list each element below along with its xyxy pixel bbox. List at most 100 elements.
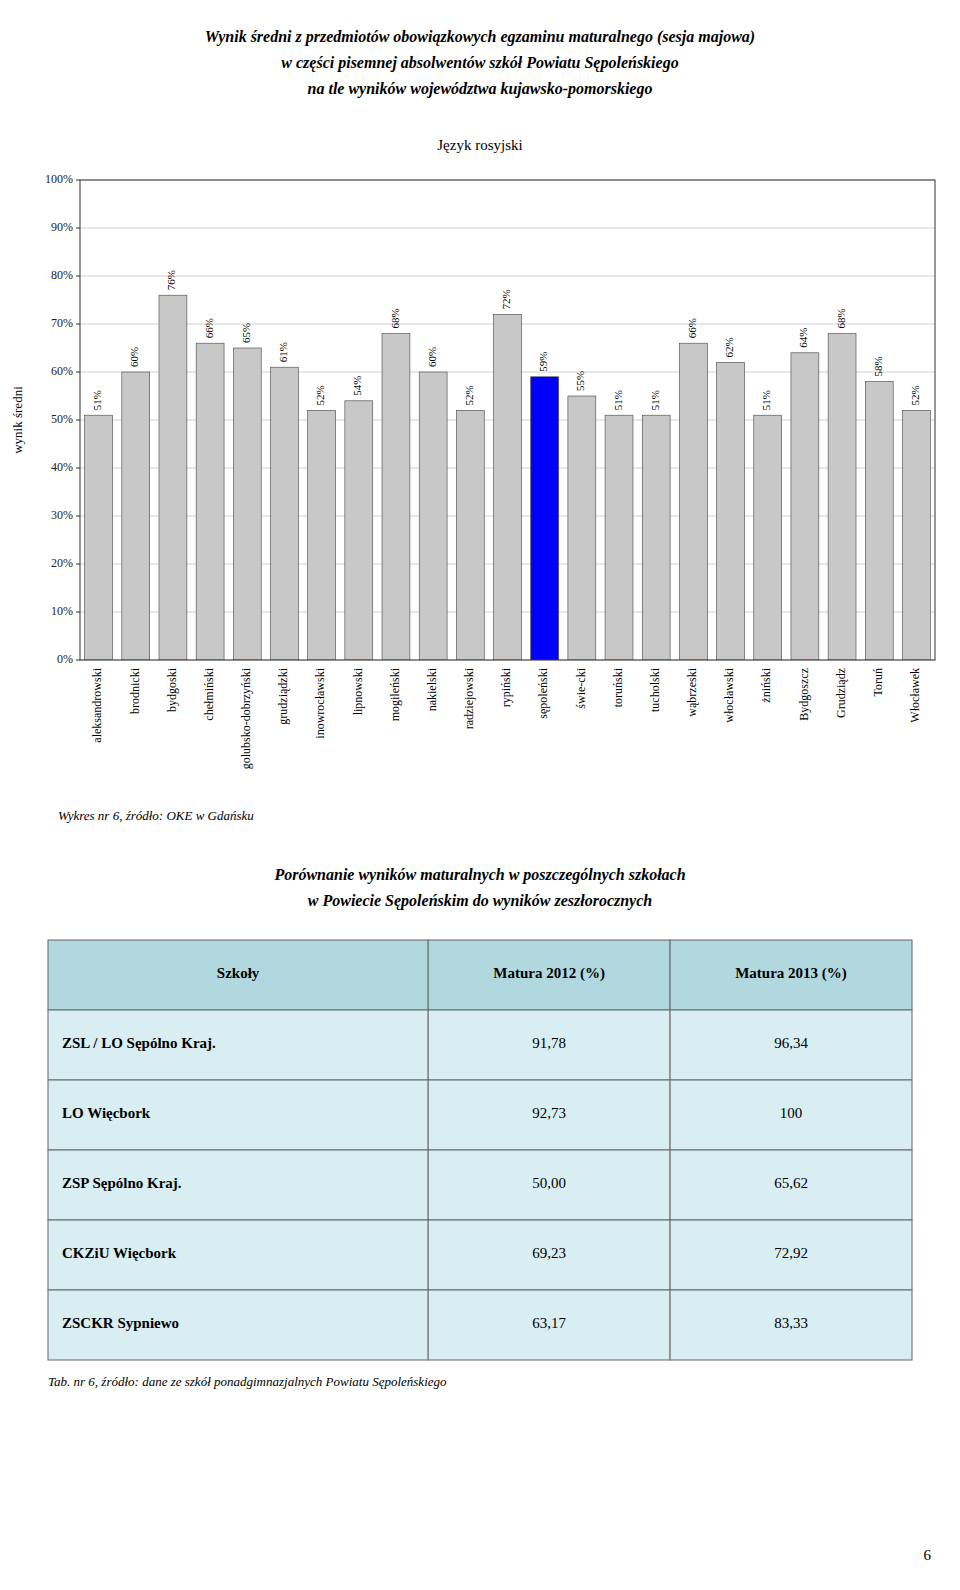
category-label: nakielski — [425, 667, 439, 711]
tick-mark — [76, 180, 80, 181]
table-cell-text: CKZiU Więcbork — [62, 1245, 177, 1261]
category-label: radziejowski — [462, 667, 476, 729]
table-cell-text: 100 — [780, 1105, 803, 1121]
category-label: golubsko-dobrzyński — [239, 667, 253, 769]
data-label: 66% — [203, 318, 215, 338]
table-cell — [428, 1010, 670, 1080]
bar — [159, 295, 187, 660]
background — [0, 0, 960, 1590]
table-cell — [670, 1220, 912, 1290]
page: Wynik średni z przedmiotów obowiązkowych… — [0, 0, 960, 1590]
tick-label: 40% — [51, 460, 73, 474]
table-header-cell — [670, 940, 912, 1010]
grid-line — [80, 228, 935, 229]
page-number: 6 — [924, 1547, 932, 1563]
table-cell-text: 65,62 — [774, 1175, 808, 1191]
table-cell-text: 69,23 — [532, 1245, 566, 1261]
table-cell — [670, 1080, 912, 1150]
chart-title: Język rosyjski — [437, 137, 522, 153]
data-label: 64% — [797, 328, 809, 348]
data-label: 59% — [537, 352, 549, 372]
table-cell-text: 50,00 — [532, 1175, 566, 1191]
table-header: Matura 2012 (%) — [493, 965, 605, 982]
table-cell-text: 96,34 — [774, 1035, 808, 1051]
bar — [568, 396, 596, 660]
data-label: 52% — [314, 385, 326, 405]
table-cell — [48, 1220, 428, 1290]
bar — [456, 410, 484, 660]
table-header: Matura 2013 (%) — [735, 965, 847, 982]
tick-label: 100% — [45, 172, 73, 186]
tick-label: 90% — [51, 220, 73, 234]
axis-label: wynik średni — [10, 386, 25, 454]
bar — [865, 382, 893, 660]
category-label: tucholski — [648, 667, 662, 712]
bar — [902, 410, 930, 660]
tick-label: 30% — [51, 508, 73, 522]
tick-mark — [76, 372, 80, 373]
tick-mark — [76, 516, 80, 517]
bar — [419, 372, 447, 660]
data-label: 54% — [351, 376, 363, 396]
category-label: inowrocławski — [313, 667, 327, 738]
chart-caption: Wykres nr 6, źródło: OKE w Gdańsku — [58, 808, 254, 823]
data-label: 66% — [686, 318, 698, 338]
tick-label: 20% — [51, 556, 73, 570]
table-cell — [428, 1220, 670, 1290]
table-cell — [670, 1150, 912, 1220]
tick-mark — [76, 564, 80, 565]
data-label: 52% — [909, 385, 921, 405]
table-cell — [48, 1150, 428, 1220]
bar — [345, 401, 373, 660]
table-caption: Tab. nr 6, źródło: dane ze szkół ponadgi… — [48, 1374, 447, 1389]
bar — [196, 343, 224, 660]
category-label: świe-cki — [574, 667, 588, 708]
bar — [605, 415, 633, 660]
category-label: aleksandrowski — [90, 667, 104, 742]
bar — [271, 367, 299, 660]
category-label: Toruń — [871, 668, 885, 697]
data-label: 62% — [723, 337, 735, 357]
tick-mark — [76, 468, 80, 469]
data-label: 72% — [500, 289, 512, 309]
data-label: 68% — [389, 308, 401, 328]
bar — [754, 415, 782, 660]
data-label: 52% — [463, 385, 475, 405]
table-cell-text: 72,92 — [774, 1245, 808, 1261]
tick-label: 60% — [51, 364, 73, 378]
bar — [122, 372, 150, 660]
bar — [679, 343, 707, 660]
data-label: 60% — [128, 347, 140, 367]
category-label: wąbrzeski — [685, 667, 699, 716]
tick-label: 10% — [51, 604, 73, 618]
category-label: sępoleński — [536, 667, 550, 718]
data-label: 65% — [240, 323, 252, 343]
table-cell — [48, 1290, 428, 1360]
table-cell-text: ZSL / LO Sępólno Kraj. — [62, 1035, 216, 1051]
table-header-cell — [428, 940, 670, 1010]
tick-mark — [76, 420, 80, 421]
tick-mark — [76, 612, 80, 613]
table-cell-text: ZSCKR Sypniewo — [62, 1315, 179, 1331]
category-label: chełmiński — [202, 667, 216, 720]
page-title: w części pisemnej absolwentów szkół Powi… — [281, 54, 678, 72]
table-header-cell — [48, 940, 428, 1010]
category-label: brodnicki — [128, 667, 142, 714]
category-label: Grudziądz — [834, 668, 848, 718]
table-cell — [670, 1010, 912, 1080]
tick-mark — [76, 324, 80, 325]
table-cell — [428, 1080, 670, 1150]
tick-label: 0% — [57, 652, 73, 666]
table-cell-text: 63,17 — [532, 1315, 566, 1331]
bar — [531, 377, 559, 660]
table-cell-text: 92,73 — [532, 1105, 566, 1121]
grid-line — [80, 276, 935, 277]
page-title: Wynik średni z przedmiotów obowiązkowych… — [205, 28, 755, 46]
table-cell-text: 91,78 — [532, 1035, 566, 1051]
page-title: na tle wyników województwa kujawsko-pomo… — [308, 80, 653, 98]
data-label: 61% — [277, 342, 289, 362]
data-label: 51% — [612, 390, 624, 410]
data-label: 68% — [835, 308, 847, 328]
category-label: bydgoski — [165, 667, 179, 712]
bar — [85, 415, 113, 660]
